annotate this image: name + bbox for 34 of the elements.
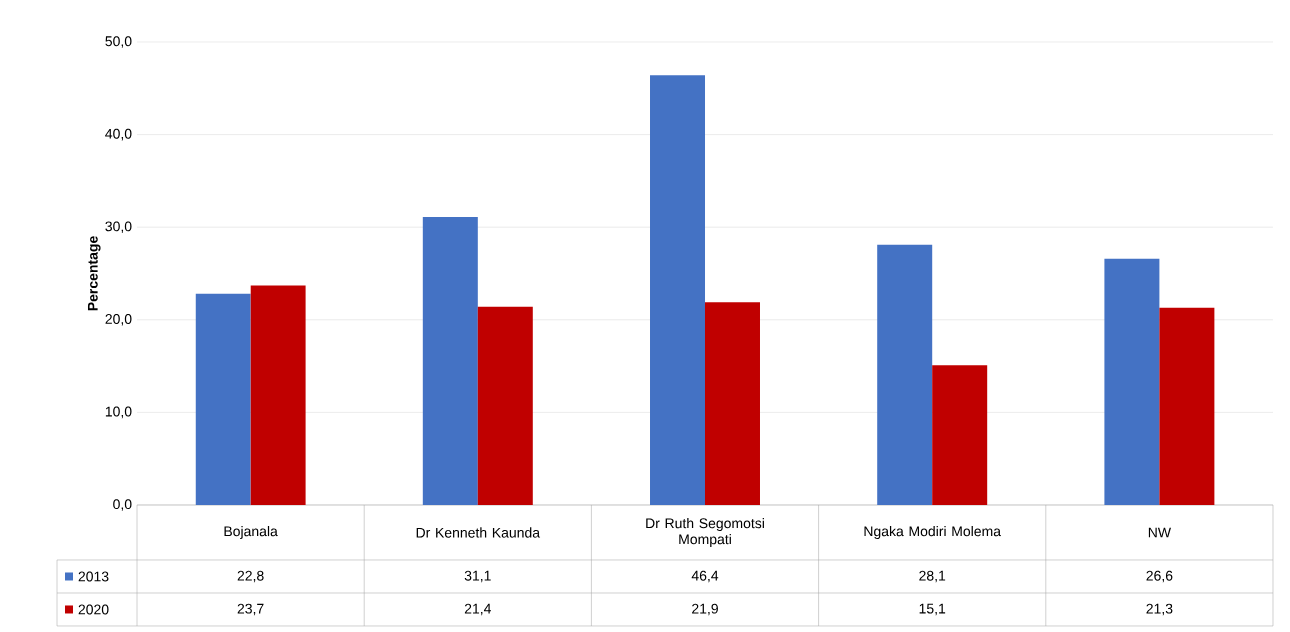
legend-label: 2013 — [78, 571, 109, 582]
data-label: 23,7 — [237, 603, 264, 616]
y-tick-label: 50,0 — [105, 36, 132, 48]
y-tick-label: 0,0 — [113, 499, 132, 511]
y-tick-label: 30,0 — [105, 221, 132, 233]
bar — [704, 302, 760, 505]
x-tick-label: Dr Ruth Segomotsi Mompati — [646, 517, 764, 548]
data-label: 46,4 — [691, 570, 719, 583]
data-label: 21,4 — [464, 603, 491, 616]
bar — [650, 75, 706, 505]
data-label: 31,1 — [464, 570, 491, 583]
data-label: 21,9 — [692, 603, 718, 616]
x-tick-label: Ngaka Modiri Molema — [864, 525, 1002, 540]
y-axis-title: Percentage — [87, 236, 101, 311]
bar — [932, 365, 988, 505]
legend-label: 2020 — [78, 604, 109, 615]
bar — [477, 306, 533, 505]
bar — [250, 285, 306, 505]
x-tick-label: NW — [1148, 527, 1171, 538]
bar — [1104, 258, 1160, 505]
y-tick-label: 40,0 — [105, 128, 132, 141]
data-label: 21,3 — [1146, 603, 1173, 616]
bar — [422, 217, 478, 505]
data-label: 15,1 — [919, 603, 946, 616]
data-label: 26,6 — [1146, 570, 1173, 583]
y-tick-label: 10,0 — [105, 406, 132, 419]
x-tick-label: Bojanala — [224, 525, 278, 540]
data-label: 28,1 — [919, 570, 946, 583]
data-label: 22,8 — [237, 570, 264, 583]
bar — [1159, 307, 1215, 505]
bar — [195, 293, 251, 505]
x-tick-label: Dr Kenneth Kaunda — [416, 527, 541, 538]
y-tick-label: 20,0 — [105, 314, 132, 326]
bar — [877, 244, 933, 505]
